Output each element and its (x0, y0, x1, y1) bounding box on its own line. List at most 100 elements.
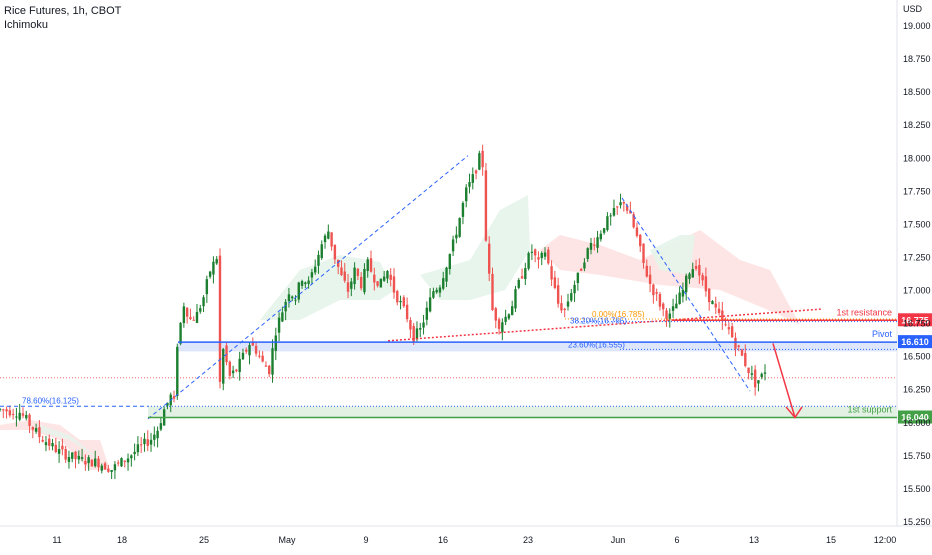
y-tick-label: 15.750 (903, 451, 931, 461)
candle (192, 319, 195, 321)
x-tick-label: May (278, 535, 296, 545)
candle (721, 310, 724, 322)
candle (402, 297, 406, 307)
candle (583, 262, 586, 269)
candle (645, 265, 649, 277)
candle (744, 353, 747, 366)
candle (136, 444, 140, 453)
candle (478, 153, 481, 170)
candle (143, 438, 146, 445)
candle (320, 244, 323, 259)
candle (110, 469, 113, 472)
candle (599, 233, 603, 240)
candle (415, 328, 419, 340)
candle (399, 301, 402, 303)
support-zone (148, 406, 897, 418)
candle (304, 282, 307, 285)
x-tick-label: 13 (749, 535, 759, 545)
candle (215, 259, 218, 264)
candle (307, 280, 310, 284)
candle (635, 227, 639, 236)
candle (760, 373, 763, 377)
indicator-label: Ichimoku (4, 19, 49, 31)
candle (212, 261, 215, 275)
candle (589, 242, 593, 250)
candle (291, 296, 294, 299)
candle (734, 337, 737, 349)
y-tick-label: 18.750 (903, 54, 931, 64)
candle (254, 345, 258, 354)
candle (34, 427, 38, 432)
ichimoku-cloud-bearish (540, 230, 800, 325)
candle (277, 317, 281, 333)
candle (90, 459, 94, 467)
candle (28, 414, 31, 426)
fib-trend-line (147, 155, 469, 420)
candle (353, 267, 356, 285)
candle (642, 243, 645, 264)
chart-title: Rice Futures, 1h, CBOT (4, 5, 122, 17)
candle (54, 444, 58, 453)
candle (675, 303, 678, 309)
candle (340, 267, 343, 276)
candle (510, 306, 514, 316)
y-tick-label: 15.250 (903, 517, 931, 527)
candle (284, 301, 287, 312)
x-tick-label: 25 (199, 535, 209, 545)
candle (560, 303, 563, 311)
candle (409, 320, 412, 330)
candle (619, 202, 622, 206)
candle (468, 182, 471, 187)
candle (491, 273, 494, 310)
candle (281, 312, 284, 322)
candle (501, 322, 504, 332)
candle (189, 317, 192, 320)
candle (704, 276, 708, 292)
price-tag-label: 16.610 (901, 337, 929, 347)
candle (507, 314, 511, 319)
x-tick-label: 6 (674, 535, 679, 545)
candle (146, 439, 149, 446)
price-tag (898, 410, 932, 424)
candle (488, 243, 491, 274)
x-tick-label: 9 (363, 535, 368, 545)
candle (425, 307, 429, 320)
y-tick-label: 16.000 (903, 418, 931, 428)
y-tick-label: 19.000 (903, 21, 931, 31)
candle (622, 202, 626, 204)
candle (648, 274, 652, 285)
candle (665, 310, 668, 319)
y-tick-label: 15.500 (903, 484, 931, 494)
x-tick-label: 11 (52, 535, 61, 545)
candle (386, 270, 389, 279)
candle (435, 289, 438, 293)
fib-label: 23.60%(16.555) (568, 340, 625, 349)
candle (724, 324, 727, 326)
candle (763, 372, 767, 374)
candle (343, 271, 346, 281)
candle (123, 460, 126, 462)
y-tick-label: 16.500 (903, 352, 931, 362)
candle (504, 316, 507, 322)
candle (264, 365, 268, 367)
candle (382, 276, 386, 281)
candle (103, 463, 107, 470)
candle (671, 306, 675, 311)
candle (64, 448, 67, 460)
candle (100, 465, 103, 471)
price-tag (898, 313, 932, 327)
candle (274, 335, 277, 351)
candle (179, 322, 182, 344)
candle (652, 284, 655, 296)
candle (593, 244, 596, 246)
price-tag (898, 335, 932, 349)
candle (359, 276, 363, 289)
candle (297, 282, 300, 300)
candle (241, 352, 245, 360)
candle (451, 239, 455, 252)
candle (520, 276, 524, 279)
candle (612, 208, 616, 216)
candle (540, 252, 543, 259)
